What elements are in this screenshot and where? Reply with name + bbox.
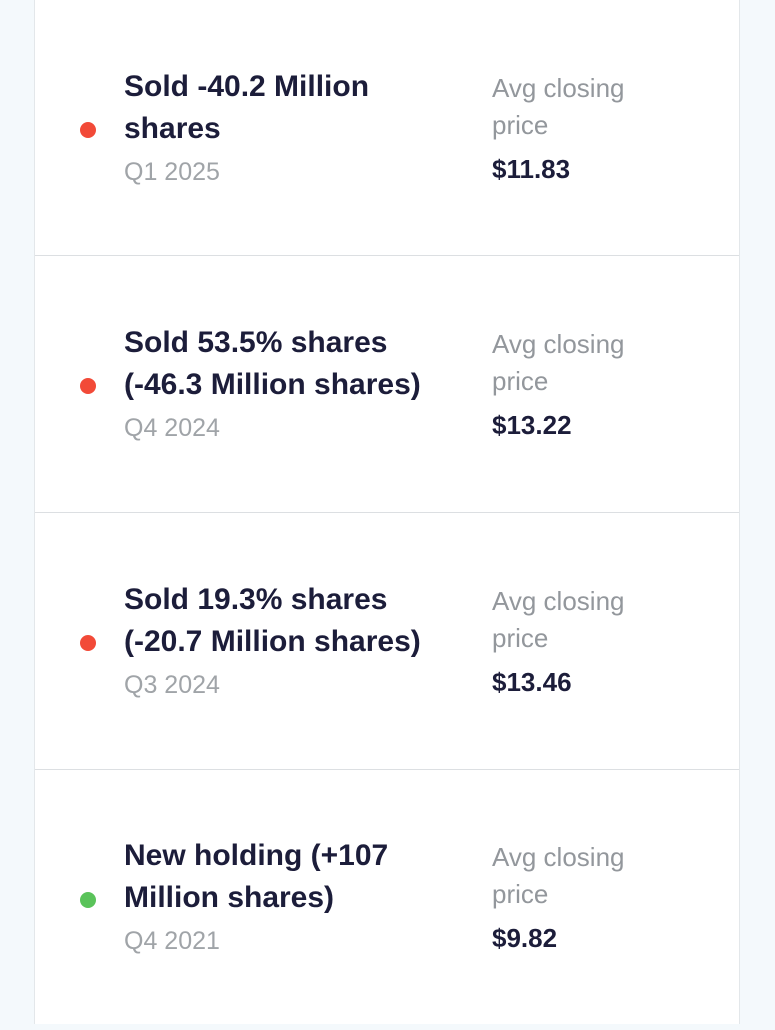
sell-indicator-dot — [80, 122, 96, 138]
transaction-title: New holding (+107 Million shares) — [124, 839, 389, 914]
transaction-period: Q1 2025 — [124, 158, 220, 186]
transaction-history-panel: Sold -40.2 Million shares Q1 2025 Avg cl… — [34, 0, 740, 1024]
transaction-title: Sold 53.5% shares (-46.3 Million shares) — [124, 326, 421, 401]
avg-closing-price-label: Avg closing price — [492, 586, 625, 653]
buy-indicator-dot — [80, 892, 96, 908]
avg-closing-price-value: $9.82 — [492, 923, 558, 953]
transaction-row[interactable]: Sold 19.3% shares (-20.7 Million shares)… — [35, 514, 739, 770]
transaction-period: Q3 2024 — [124, 671, 220, 699]
transaction-row[interactable]: New holding (+107 Million shares) Q4 202… — [35, 770, 739, 1030]
transaction-row[interactable]: Sold -40.2 Million shares Q1 2025 Avg cl… — [35, 0, 739, 256]
sell-indicator-dot — [80, 635, 96, 651]
transaction-title: Sold 19.3% shares (-20.7 Million shares) — [124, 583, 421, 658]
avg-closing-price-value: $13.22 — [492, 410, 572, 440]
avg-closing-price-label: Avg closing price — [492, 73, 625, 140]
avg-closing-price-value: $11.83 — [492, 154, 571, 184]
sell-indicator-dot — [80, 378, 96, 394]
avg-closing-price-label: Avg closing price — [492, 329, 625, 396]
transaction-period: Q4 2024 — [124, 414, 220, 442]
transaction-row[interactable]: Sold 53.5% shares (-46.3 Million shares)… — [35, 257, 739, 513]
avg-closing-price-label: Avg closing price — [492, 842, 625, 909]
transaction-title: Sold -40.2 Million shares — [124, 70, 370, 145]
transaction-period: Q4 2021 — [124, 927, 220, 955]
avg-closing-price-value: $13.46 — [492, 667, 572, 697]
